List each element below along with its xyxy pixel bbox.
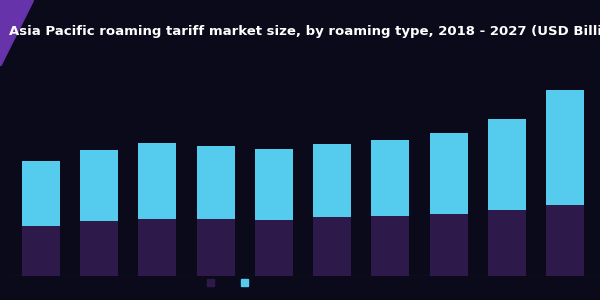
Bar xyxy=(255,148,293,220)
Bar xyxy=(546,205,584,276)
Bar xyxy=(80,221,118,276)
Bar xyxy=(488,119,526,210)
Bar xyxy=(313,144,351,217)
Bar xyxy=(255,220,293,276)
Bar xyxy=(488,210,526,276)
Bar xyxy=(313,217,351,276)
Legend: , : , xyxy=(203,274,260,292)
Bar xyxy=(546,90,584,205)
Bar xyxy=(197,146,235,219)
Bar xyxy=(430,214,467,276)
Bar xyxy=(430,133,467,214)
Polygon shape xyxy=(0,0,33,66)
Bar xyxy=(371,140,409,216)
Bar xyxy=(22,226,60,276)
Text: Asia Pacific roaming tariff market size, by roaming type, 2018 - 2027 (USD Billi: Asia Pacific roaming tariff market size,… xyxy=(9,25,600,38)
Bar xyxy=(22,161,60,226)
Bar xyxy=(80,150,118,221)
Bar xyxy=(139,143,176,219)
Bar xyxy=(139,219,176,276)
Bar xyxy=(197,219,235,276)
Bar xyxy=(371,216,409,276)
